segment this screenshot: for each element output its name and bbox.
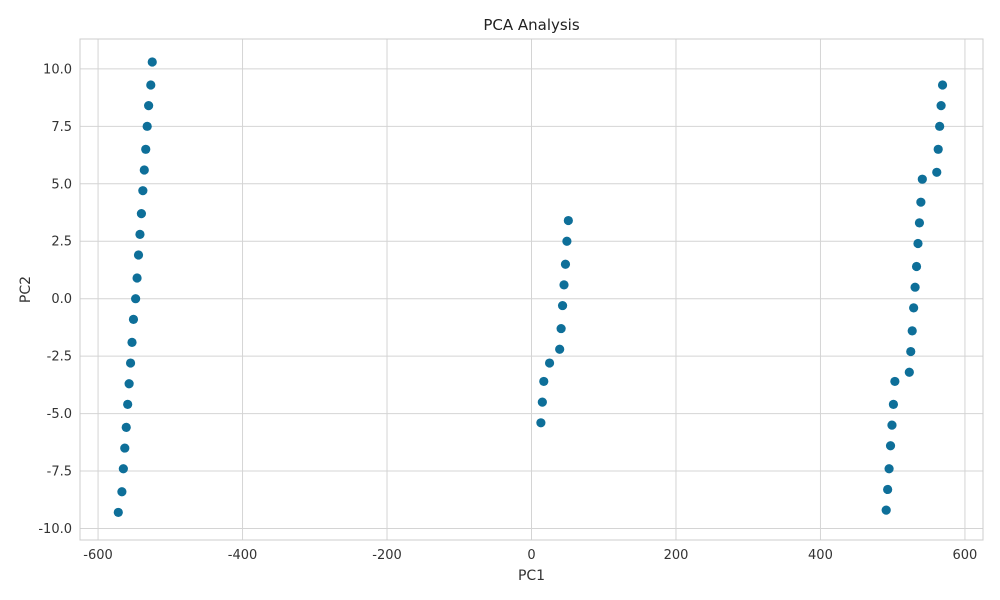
data-point [555,344,565,354]
data-point [131,294,141,304]
data-point [128,314,139,324]
data-point [121,422,131,432]
x-tick-label: -600 [83,548,113,563]
data-point [118,464,128,474]
x-tick-label: 200 [664,548,689,563]
grid [80,39,983,540]
data-point [907,326,917,336]
data-point [557,300,568,311]
data-point [133,250,144,260]
data-point [120,443,130,453]
x-tick-label: 0 [527,548,535,563]
x-tick-label: 600 [953,548,978,563]
data-point [146,80,156,90]
data-point [906,346,916,357]
data-point [117,487,127,497]
y-tick-label: 0.0 [51,292,72,307]
x-tick-label: -400 [228,548,258,563]
data-point [142,121,152,131]
data-point [138,186,148,196]
data-point [917,174,927,184]
data-point [890,376,900,387]
y-tick-label: 10.0 [43,62,72,77]
data-point [556,323,566,334]
data-point [147,57,157,67]
y-tick-label: 2.5 [51,235,72,250]
data-point [936,101,946,111]
y-tick-label: -5.0 [47,407,72,422]
data-point [909,303,919,313]
data-point [539,376,549,387]
data-point [935,121,945,131]
data-point [536,418,546,428]
data-point [885,441,896,451]
data-point [937,80,948,90]
data-point [544,358,555,368]
data-point [537,397,547,407]
data-point [132,273,142,283]
x-tick-label: 400 [808,548,833,563]
data-point [916,197,926,207]
data-point [914,218,925,228]
data-point [139,165,149,175]
data-point [887,420,897,430]
data-point [136,209,147,219]
data-point [563,215,573,226]
y-tick-label: -10.0 [38,522,72,537]
y-tick-label: 5.0 [51,177,72,192]
data-point [123,399,133,410]
data-point [911,261,922,272]
data-point [559,280,569,290]
data-point [560,259,571,269]
data-point [127,337,137,347]
data-point [141,144,151,154]
data-point [125,358,136,368]
y-tick-label: -2.5 [47,350,72,365]
data-point [904,367,914,377]
data-point [144,101,154,111]
y-axis-label: PC2 [18,276,34,303]
chart-title: PCA Analysis [483,16,580,34]
data-point [933,144,943,154]
data-point [124,379,134,389]
data-point [884,464,894,474]
scatter-points [113,57,948,518]
data-point [888,399,899,410]
data-point [881,505,891,515]
data-point [910,282,920,292]
plot-frame [79,38,984,541]
x-axis-ticks: -600 -400 -200 0 200 400 600 [83,548,977,563]
data-point [113,507,123,518]
x-axis-label: PC1 [518,568,545,584]
y-tick-label: 7.5 [51,120,72,135]
data-point [913,238,923,249]
y-tick-label: -7.5 [47,465,72,480]
x-tick-label: -200 [372,548,402,563]
data-point [932,167,942,177]
data-point [883,484,893,495]
data-point [135,229,145,239]
data-point [562,236,572,246]
y-axis-ticks: -10.0 -7.5 -5.0 -2.5 0.0 2.5 5.0 7.5 10.0 [38,62,72,537]
